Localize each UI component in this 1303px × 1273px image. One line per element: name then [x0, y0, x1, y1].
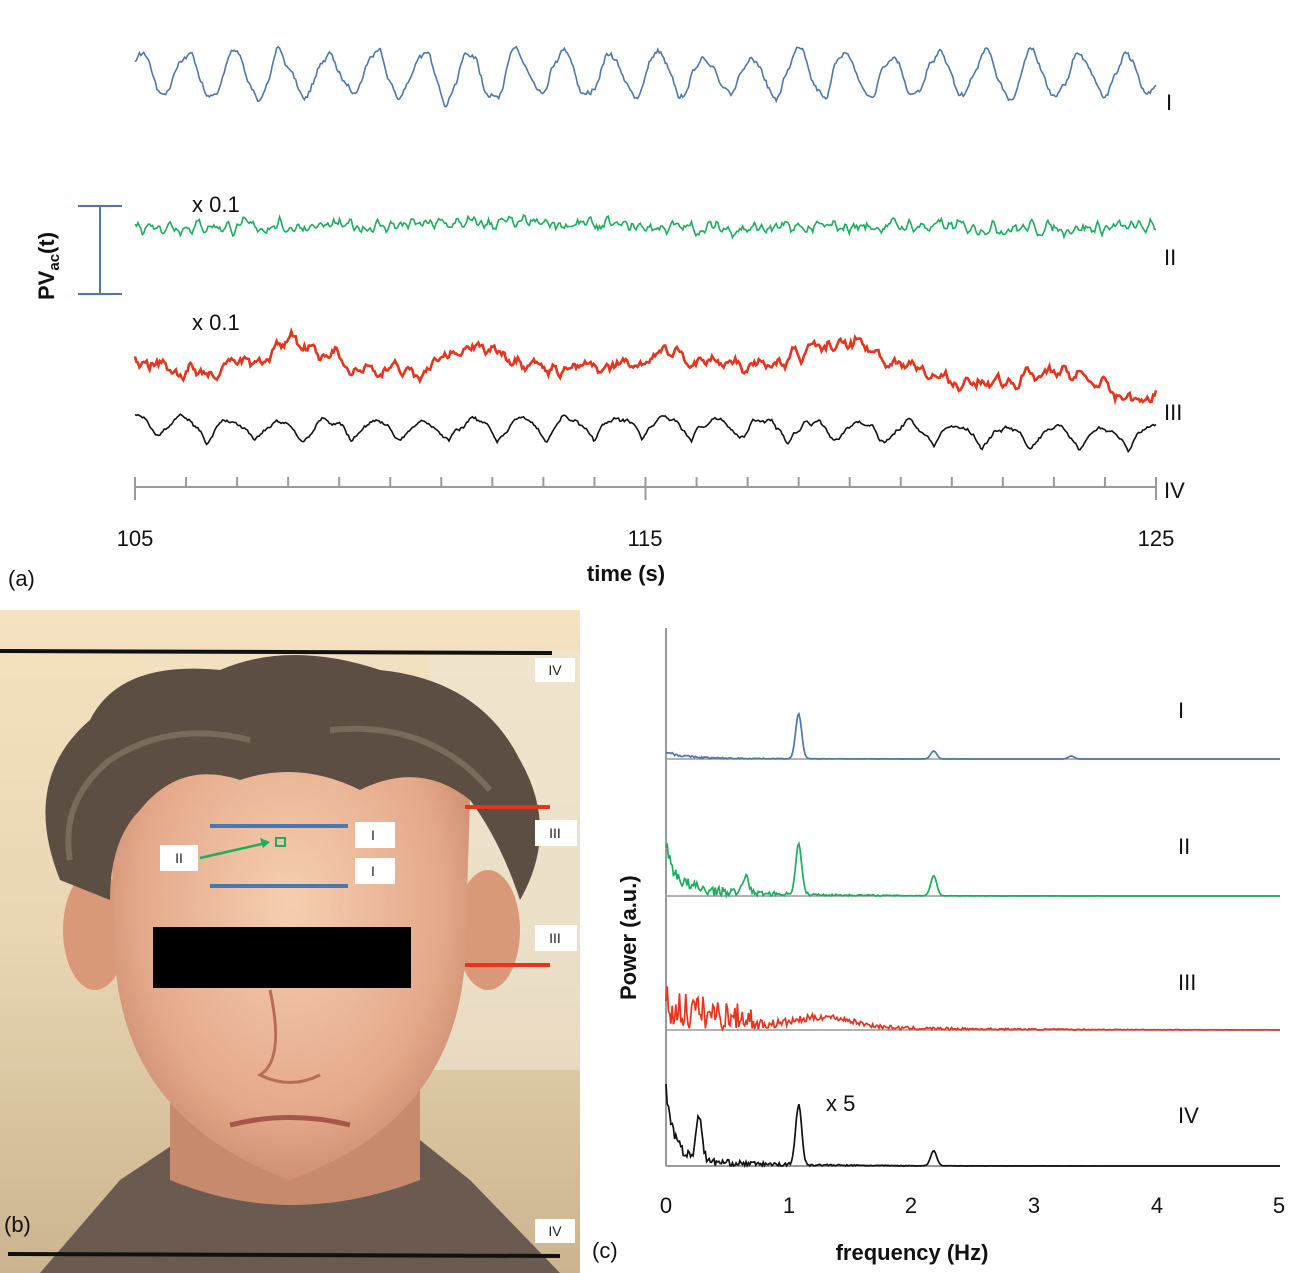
- spectrum-label-i: I: [1178, 698, 1184, 723]
- series-iv-scale-annotation: x 5: [826, 1091, 855, 1116]
- x-tick-label: 125: [1138, 526, 1175, 551]
- spectrum-label-iv: IV: [1178, 1103, 1199, 1128]
- x-tick-label: 115: [627, 526, 662, 551]
- time-trace-iii: [133, 327, 1158, 406]
- freq-tick-label: 2: [905, 1193, 917, 1218]
- trace-label-i: I: [1166, 90, 1172, 115]
- trace-label-iv: IV: [1164, 478, 1185, 503]
- freq-tick-label: 0: [660, 1193, 672, 1218]
- spectrum-label-iii: III: [1178, 970, 1196, 995]
- freq-tick-label: 5: [1273, 1193, 1285, 1218]
- y-axis-title-c: Power (a.u.): [616, 875, 641, 1000]
- roi-label-iii-bottom: III: [549, 930, 561, 946]
- panel-label-c: (c): [592, 1238, 618, 1263]
- roi-label-iv-bottom: IV: [548, 1223, 562, 1239]
- panel-c-power-spectra: 0 1 2 3 4 5 frequency (Hz) Power (a.u.) …: [592, 628, 1285, 1265]
- time-traces-group: [133, 45, 1158, 454]
- panel-b-face-photo: IV I I II III III IV (b): [0, 610, 580, 1273]
- freq-tick-label: 4: [1151, 1193, 1163, 1218]
- spectra-group: [665, 711, 1280, 1169]
- roi-iv-bottom-line: [7, 1252, 561, 1258]
- panel-label-a: (a): [8, 566, 35, 591]
- roi-label-i-top: I: [371, 827, 375, 843]
- freq-tick-label: 3: [1028, 1193, 1040, 1218]
- eye-censor-bar: [153, 927, 411, 988]
- amplitude-scale-bar: [78, 205, 122, 295]
- trace-label-ii: II: [1164, 245, 1176, 270]
- spectrum-ii: [665, 840, 1280, 900]
- roi-label-iv-top: IV: [548, 662, 562, 678]
- y-axis-title-a: PVac(t): [34, 232, 63, 300]
- x-axis-title-c: frequency (Hz): [836, 1240, 989, 1265]
- roi-label-i-bottom: I: [371, 863, 375, 879]
- x-axis-title-a: time (s): [587, 561, 665, 586]
- roi-label-ii: II: [175, 850, 183, 866]
- series-ii-scale-annotation: x 0.1: [192, 192, 240, 217]
- roi-label-iii-top: III: [549, 825, 561, 841]
- time-trace-ii: [134, 213, 1157, 240]
- hair: [45, 655, 541, 900]
- spectrum-i: [665, 711, 1280, 760]
- roi-iv-top-line: [0, 649, 553, 655]
- time-axis: [134, 477, 1157, 500]
- roi-ii-arrow: [199, 841, 267, 860]
- time-trace-i: [134, 45, 1157, 108]
- time-trace-iv: [134, 413, 1157, 454]
- roi-ii-box: [275, 837, 286, 847]
- trace-label-iii: III: [1164, 400, 1182, 425]
- left-ear: [63, 870, 127, 990]
- x-tick-label: 105: [117, 526, 154, 551]
- spectrum-label-ii: II: [1178, 834, 1190, 859]
- panel-a-time-traces: PVac(t) x 0.1 x 0.1 I II III IV 105 115 …: [8, 45, 1185, 591]
- spectrum-iii: [665, 986, 1280, 1032]
- freq-tick-label: 1: [783, 1193, 795, 1218]
- right-ear: [456, 870, 520, 990]
- series-iii-scale-annotation: x 0.1: [192, 310, 240, 335]
- spectrum-iv: [665, 1083, 1280, 1169]
- panel-label-b: (b): [4, 1212, 31, 1237]
